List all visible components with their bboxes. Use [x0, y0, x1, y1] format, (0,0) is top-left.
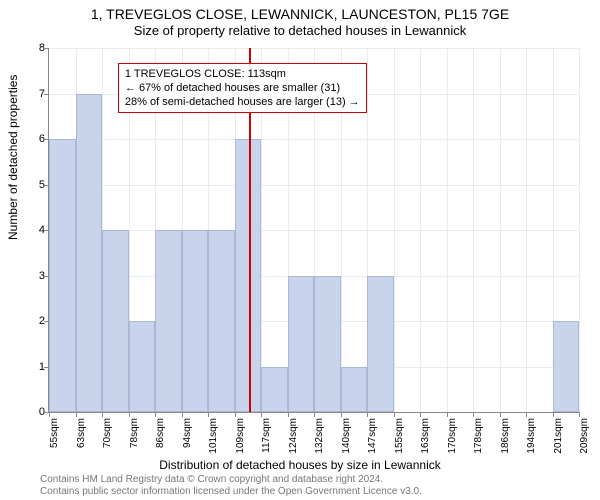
x-tick-mark — [314, 412, 315, 417]
y-tick-label: 3 — [27, 270, 45, 282]
histogram-bar — [208, 230, 235, 412]
x-tick-mark — [182, 412, 183, 417]
x-tick-mark — [579, 412, 580, 417]
x-tick-label: 201sqm — [553, 418, 555, 454]
histogram-bar — [235, 139, 262, 412]
x-tick-mark — [208, 412, 209, 417]
x-tick-label: 117sqm — [261, 418, 263, 453]
x-tick-mark — [155, 412, 156, 417]
histogram-bar — [102, 230, 129, 412]
x-tick-mark — [261, 412, 262, 417]
histogram-bar — [49, 139, 76, 412]
x-tick-label: 186sqm — [500, 418, 502, 454]
x-axis-label: Distribution of detached houses by size … — [0, 458, 600, 472]
x-tick-mark — [526, 412, 527, 417]
gridline-v — [526, 48, 527, 412]
plot: 01234567855sqm63sqm70sqm78sqm86sqm94sqm1… — [48, 48, 579, 413]
x-tick-label: 109sqm — [235, 418, 237, 454]
chart-area: 01234567855sqm63sqm70sqm78sqm86sqm94sqm1… — [48, 48, 578, 412]
gridline-v — [447, 48, 448, 412]
y-tick-label: 6 — [27, 133, 45, 145]
y-tick-label: 0 — [27, 406, 45, 418]
x-tick-label: 209sqm — [579, 418, 581, 454]
histogram-bar — [553, 321, 580, 412]
x-tick-mark — [447, 412, 448, 417]
x-tick-label: 86sqm — [155, 418, 157, 448]
x-tick-label: 170sqm — [447, 418, 449, 454]
x-tick-label: 78sqm — [129, 418, 131, 448]
y-tick-label: 1 — [27, 361, 45, 373]
gridline-v — [500, 48, 501, 412]
x-tick-mark — [288, 412, 289, 417]
histogram-bar — [155, 230, 182, 412]
x-tick-label: 163sqm — [420, 418, 422, 454]
y-tick-label: 4 — [27, 224, 45, 236]
x-tick-mark — [420, 412, 421, 417]
histogram-bar — [129, 321, 156, 412]
x-tick-mark — [76, 412, 77, 417]
x-tick-mark — [49, 412, 50, 417]
title-sub: Size of property relative to detached ho… — [0, 22, 600, 38]
histogram-bar — [367, 276, 394, 413]
y-tick-label: 2 — [27, 315, 45, 327]
x-tick-mark — [341, 412, 342, 417]
gridline-v — [394, 48, 395, 412]
y-tick-label: 8 — [27, 42, 45, 54]
y-tick-label: 7 — [27, 88, 45, 100]
x-tick-label: 132sqm — [314, 418, 316, 454]
x-tick-mark — [102, 412, 103, 417]
x-tick-mark — [235, 412, 236, 417]
gridline-v — [579, 48, 580, 412]
x-tick-mark — [129, 412, 130, 417]
histogram-bar — [76, 94, 103, 413]
histogram-bar — [341, 367, 368, 413]
x-tick-mark — [367, 412, 368, 417]
chart-container: 1, TREVEGLOS CLOSE, LEWANNICK, LAUNCESTO… — [0, 0, 600, 500]
x-tick-label: 147sqm — [367, 418, 369, 454]
x-tick-mark — [500, 412, 501, 417]
x-tick-label: 94sqm — [182, 418, 184, 448]
y-tick-mark — [44, 48, 49, 49]
histogram-bar — [182, 230, 209, 412]
footer-line-1: Contains HM Land Registry data © Crown c… — [40, 474, 422, 486]
callout-line-2: ← 67% of detached houses are smaller (31… — [125, 81, 360, 95]
x-tick-label: 178sqm — [473, 418, 475, 454]
x-tick-mark — [473, 412, 474, 417]
y-axis-label: Number of detached properties — [6, 75, 20, 240]
title-main: 1, TREVEGLOS CLOSE, LEWANNICK, LAUNCESTO… — [0, 0, 600, 22]
histogram-bar — [261, 367, 288, 413]
x-tick-label: 155sqm — [394, 418, 396, 454]
x-tick-label: 70sqm — [102, 418, 104, 448]
x-tick-label: 140sqm — [341, 418, 343, 454]
x-tick-label: 63sqm — [76, 418, 78, 448]
x-tick-mark — [553, 412, 554, 417]
footer-line-2: Contains public sector information licen… — [40, 486, 422, 498]
gridline-v — [420, 48, 421, 412]
histogram-bar — [314, 276, 341, 413]
callout-line-1: 1 TREVEGLOS CLOSE: 113sqm — [125, 67, 360, 81]
x-tick-label: 124sqm — [288, 418, 290, 454]
callout-line-3: 28% of semi-detached houses are larger (… — [125, 95, 360, 109]
footer-text: Contains HM Land Registry data © Crown c… — [40, 474, 422, 498]
y-tick-mark — [44, 94, 49, 95]
y-tick-label: 5 — [27, 179, 45, 191]
histogram-bar — [288, 276, 315, 413]
gridline-v — [473, 48, 474, 412]
x-tick-label: 55sqm — [49, 418, 51, 448]
x-tick-mark — [394, 412, 395, 417]
callout-box: 1 TREVEGLOS CLOSE: 113sqm← 67% of detach… — [118, 63, 367, 114]
x-tick-label: 101sqm — [208, 418, 210, 454]
x-tick-label: 194sqm — [526, 418, 528, 454]
